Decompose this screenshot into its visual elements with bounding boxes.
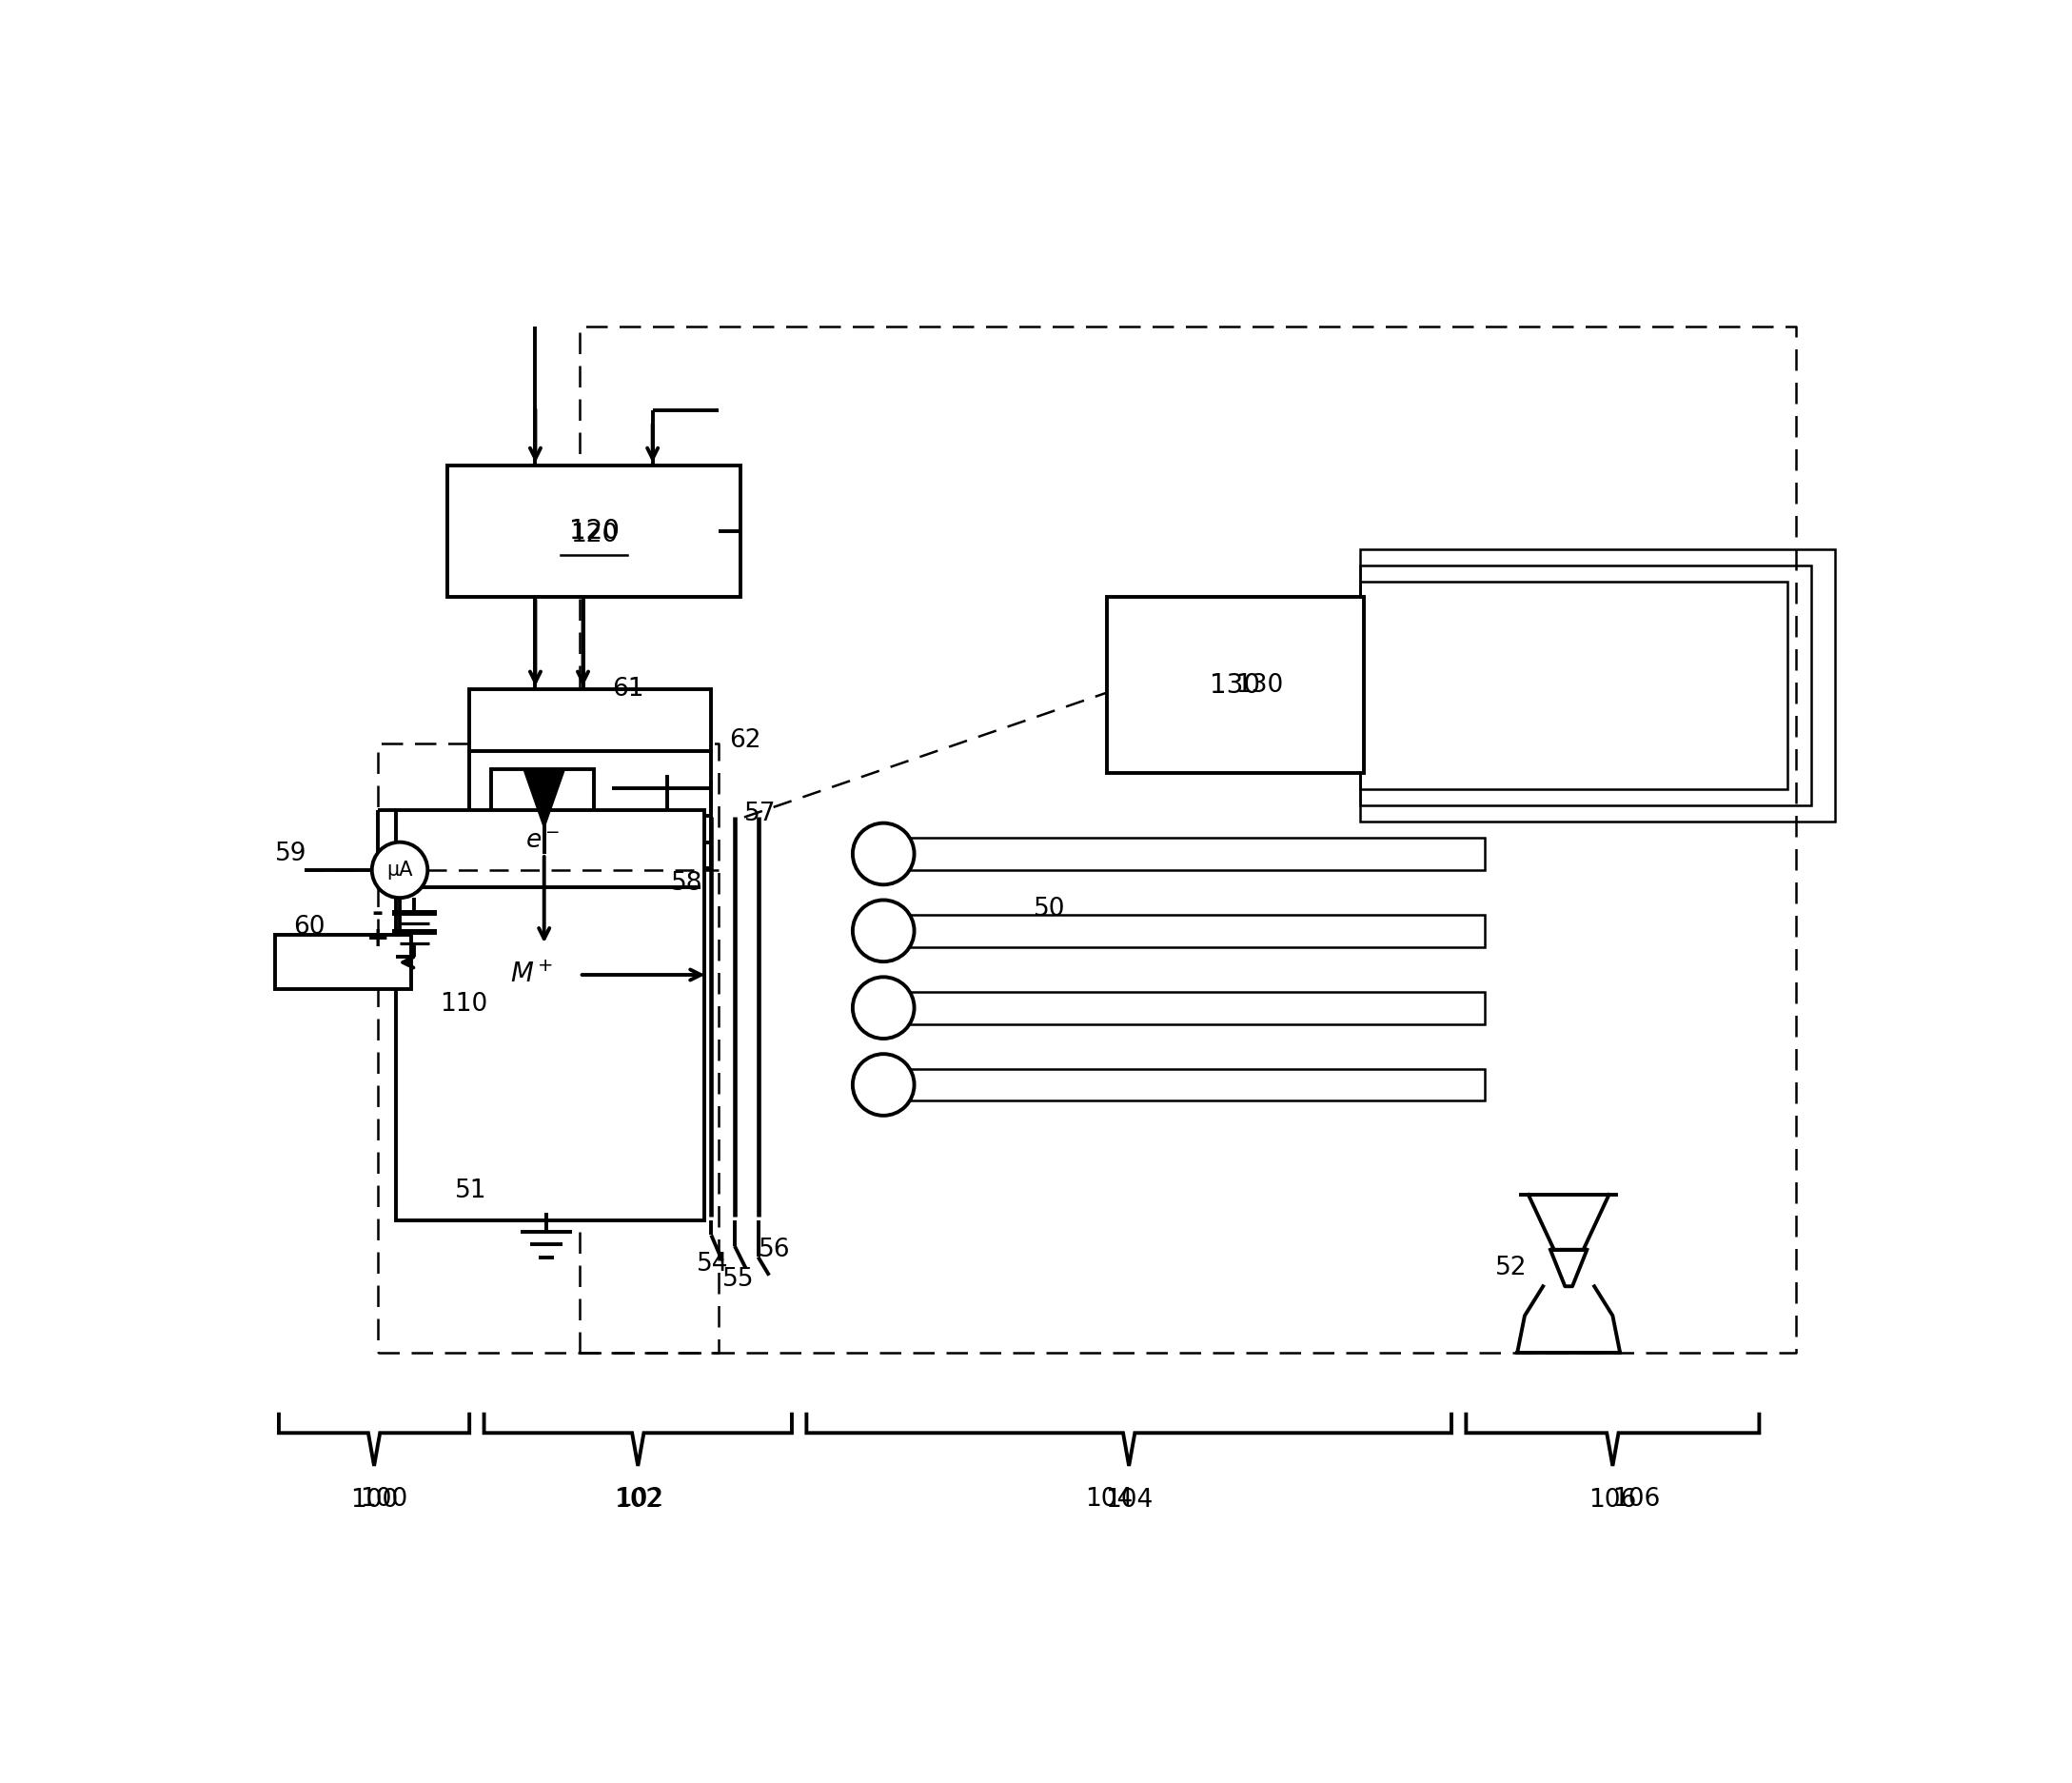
- Text: 130: 130: [1235, 672, 1283, 697]
- Text: 100: 100: [358, 1487, 408, 1512]
- Text: 106: 106: [1589, 1489, 1637, 1512]
- Text: 59: 59: [276, 842, 307, 867]
- Bar: [470, 688, 711, 751]
- Bar: [883, 1068, 1484, 1100]
- Text: 52: 52: [1496, 1255, 1527, 1280]
- Bar: [470, 751, 711, 868]
- Text: 50: 50: [1034, 897, 1065, 922]
- Bar: [1359, 581, 1786, 790]
- Text: 120: 120: [570, 522, 617, 547]
- Text: 106: 106: [1612, 1487, 1660, 1512]
- Text: 54: 54: [696, 1252, 729, 1277]
- Bar: [883, 838, 1484, 870]
- Text: 58: 58: [671, 870, 702, 895]
- Polygon shape: [524, 770, 566, 829]
- Text: 60: 60: [294, 915, 325, 940]
- Circle shape: [854, 1054, 914, 1116]
- Circle shape: [854, 900, 914, 961]
- Bar: [1359, 565, 1811, 806]
- Text: e$^-$: e$^-$: [526, 829, 559, 854]
- Bar: [491, 770, 595, 854]
- Text: +: +: [367, 925, 390, 952]
- Bar: [276, 934, 410, 990]
- Text: 57: 57: [744, 801, 777, 826]
- Bar: [396, 809, 704, 1220]
- Text: 51: 51: [454, 1179, 487, 1204]
- Text: 120: 120: [568, 519, 620, 544]
- Bar: [448, 465, 740, 597]
- Text: 100: 100: [350, 1489, 398, 1512]
- Bar: [883, 991, 1484, 1023]
- Text: 102: 102: [615, 1487, 663, 1512]
- Text: 130: 130: [1210, 672, 1260, 699]
- Text: 56: 56: [758, 1237, 792, 1262]
- Text: 62: 62: [729, 727, 760, 752]
- Bar: [1359, 549, 1836, 822]
- Circle shape: [854, 977, 914, 1038]
- Bar: [883, 915, 1484, 947]
- Text: -: -: [373, 899, 383, 925]
- Text: 61: 61: [613, 676, 644, 701]
- Text: 104: 104: [1104, 1489, 1152, 1512]
- Text: M$^+$: M$^+$: [510, 961, 553, 988]
- Circle shape: [854, 824, 914, 884]
- Circle shape: [371, 842, 427, 899]
- Text: μA: μA: [387, 861, 412, 879]
- Text: 55: 55: [723, 1266, 754, 1291]
- Bar: [1106, 597, 1363, 774]
- Text: 104: 104: [1086, 1487, 1133, 1512]
- Text: 102: 102: [613, 1489, 661, 1512]
- Text: 110: 110: [439, 991, 487, 1016]
